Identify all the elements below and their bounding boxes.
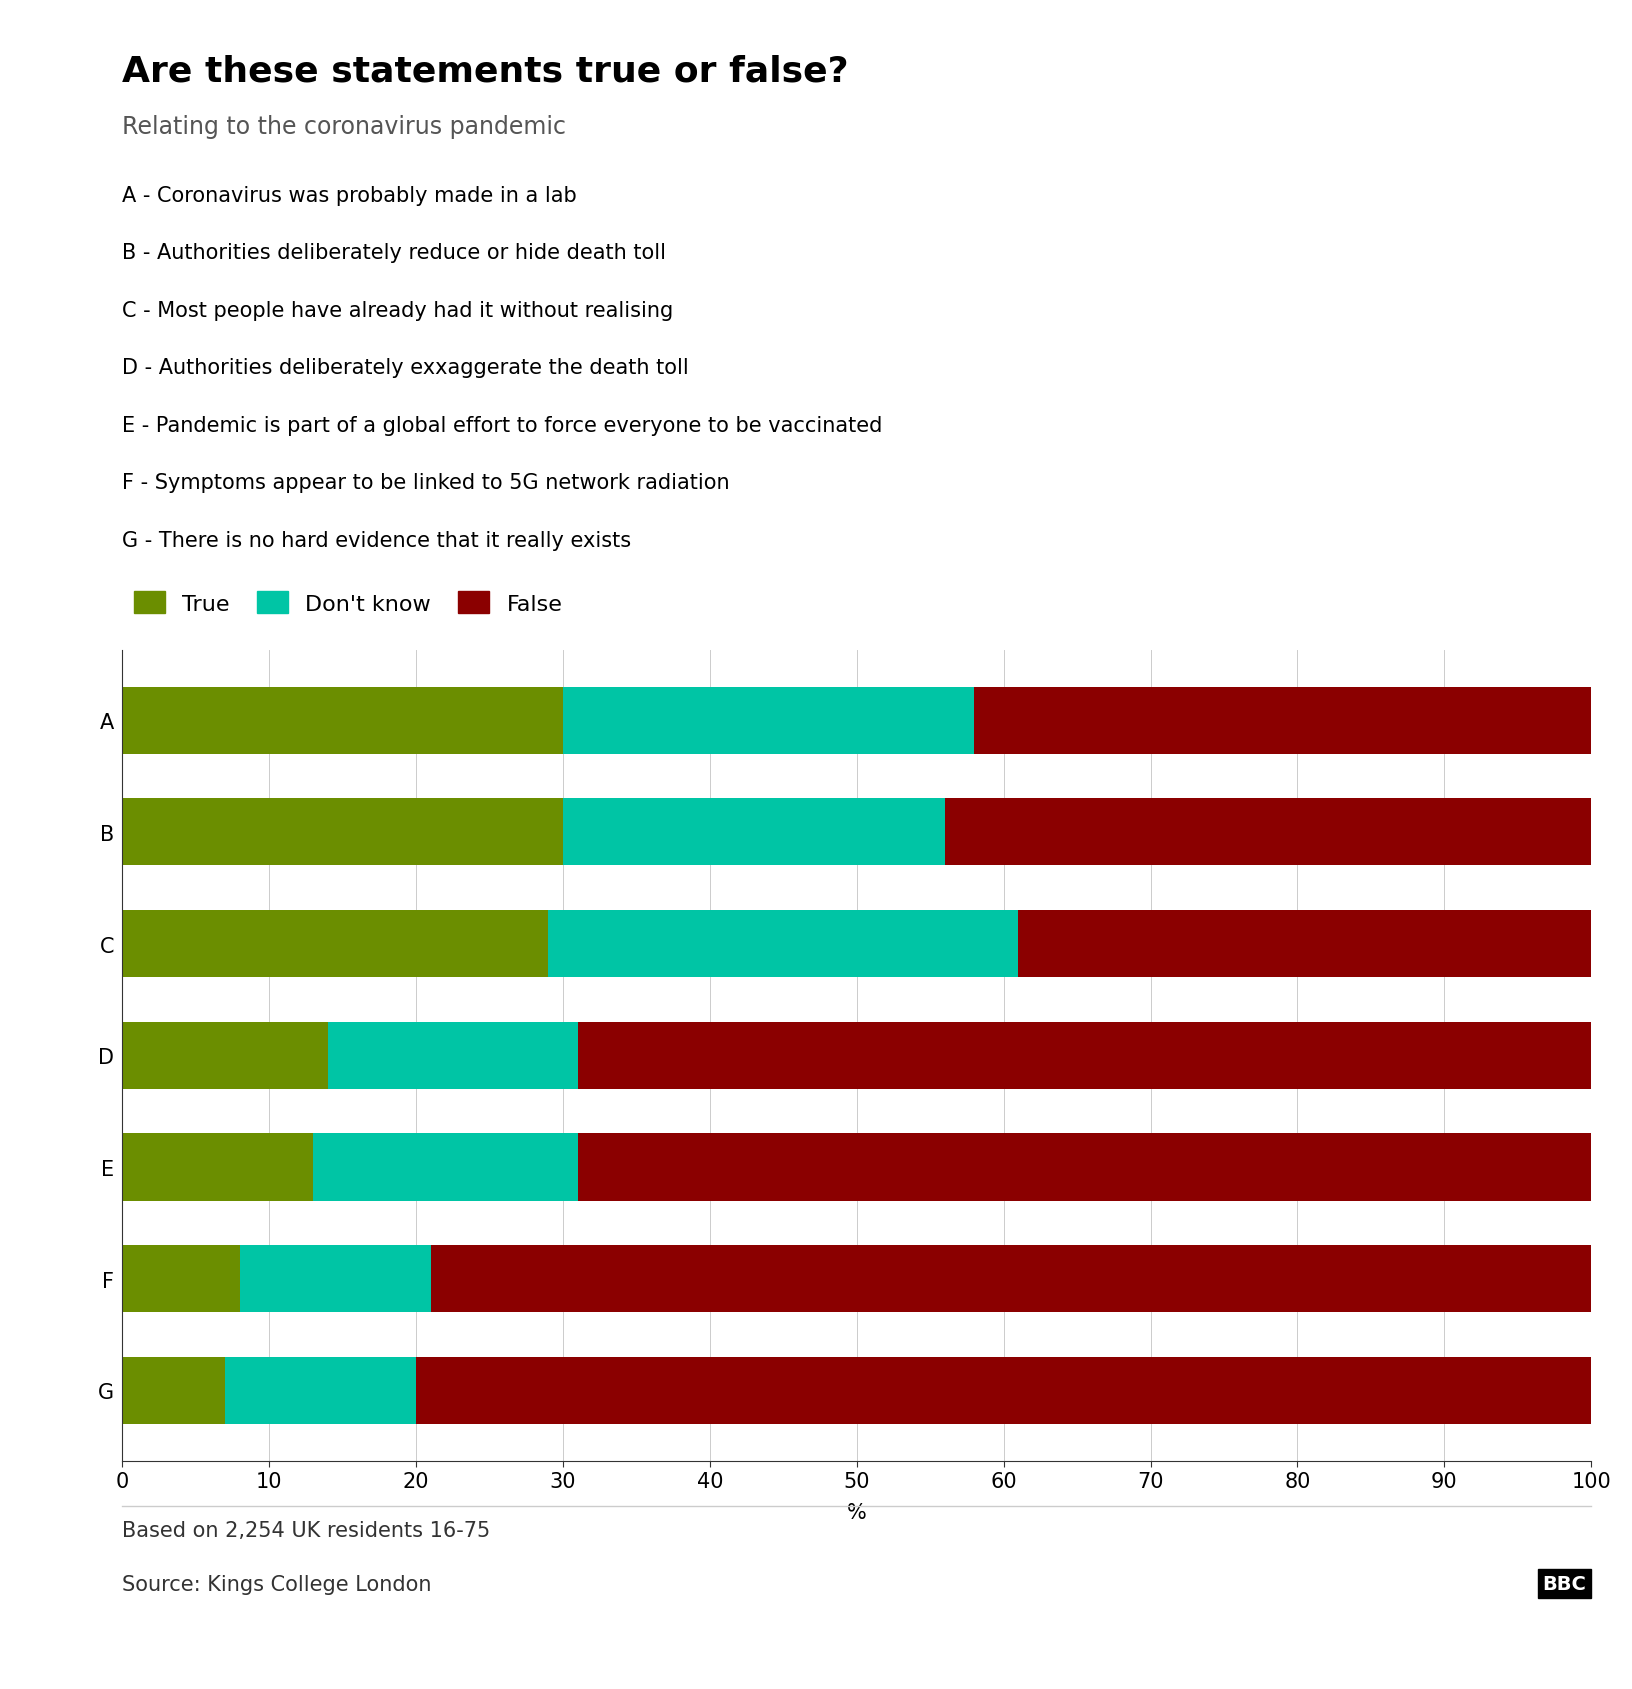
Text: F - Symptoms appear to be linked to 5G network radiation: F - Symptoms appear to be linked to 5G n… (122, 473, 730, 493)
Bar (578, 1133, 1591, 1201)
Bar (122, 1133, 313, 1201)
Bar (1018, 910, 1591, 978)
Bar (122, 910, 548, 978)
Bar (945, 799, 1591, 866)
Bar (122, 1022, 328, 1089)
Legend: True, Don't know, False: True, Don't know, False (134, 593, 563, 615)
Text: B - Authorities deliberately reduce or hide death toll: B - Authorities deliberately reduce or h… (122, 243, 666, 263)
Bar (548, 910, 1018, 978)
Text: Relating to the coronavirus pandemic: Relating to the coronavirus pandemic (122, 115, 566, 138)
X-axis label: %: % (847, 1503, 867, 1522)
Text: E - Pandemic is part of a global effort to force everyone to be vaccinated: E - Pandemic is part of a global effort … (122, 415, 883, 436)
Text: BBC: BBC (1542, 1574, 1586, 1593)
Bar (122, 1358, 225, 1424)
Bar (225, 1358, 416, 1424)
Text: D - Authorities deliberately exxaggerate the death toll: D - Authorities deliberately exxaggerate… (122, 358, 689, 378)
Bar (122, 799, 563, 866)
Bar (563, 799, 945, 866)
Text: A - Coronavirus was probably made in a lab: A - Coronavirus was probably made in a l… (122, 186, 578, 206)
Bar (122, 687, 563, 753)
Bar (974, 687, 1591, 753)
Text: Source: Kings College London: Source: Kings College London (122, 1574, 432, 1594)
Bar (122, 1245, 240, 1312)
Text: Based on 2,254 UK residents 16-75: Based on 2,254 UK residents 16-75 (122, 1520, 491, 1540)
Text: C - Most people have already had it without realising: C - Most people have already had it with… (122, 301, 674, 321)
Bar (578, 1022, 1591, 1089)
Bar (328, 1022, 578, 1089)
Bar (313, 1133, 578, 1201)
Bar (431, 1245, 1591, 1312)
Bar (563, 687, 974, 753)
Text: Are these statements true or false?: Are these statements true or false? (122, 54, 849, 88)
Bar (416, 1358, 1591, 1424)
Text: G - There is no hard evidence that it really exists: G - There is no hard evidence that it re… (122, 530, 632, 551)
Bar (240, 1245, 431, 1312)
